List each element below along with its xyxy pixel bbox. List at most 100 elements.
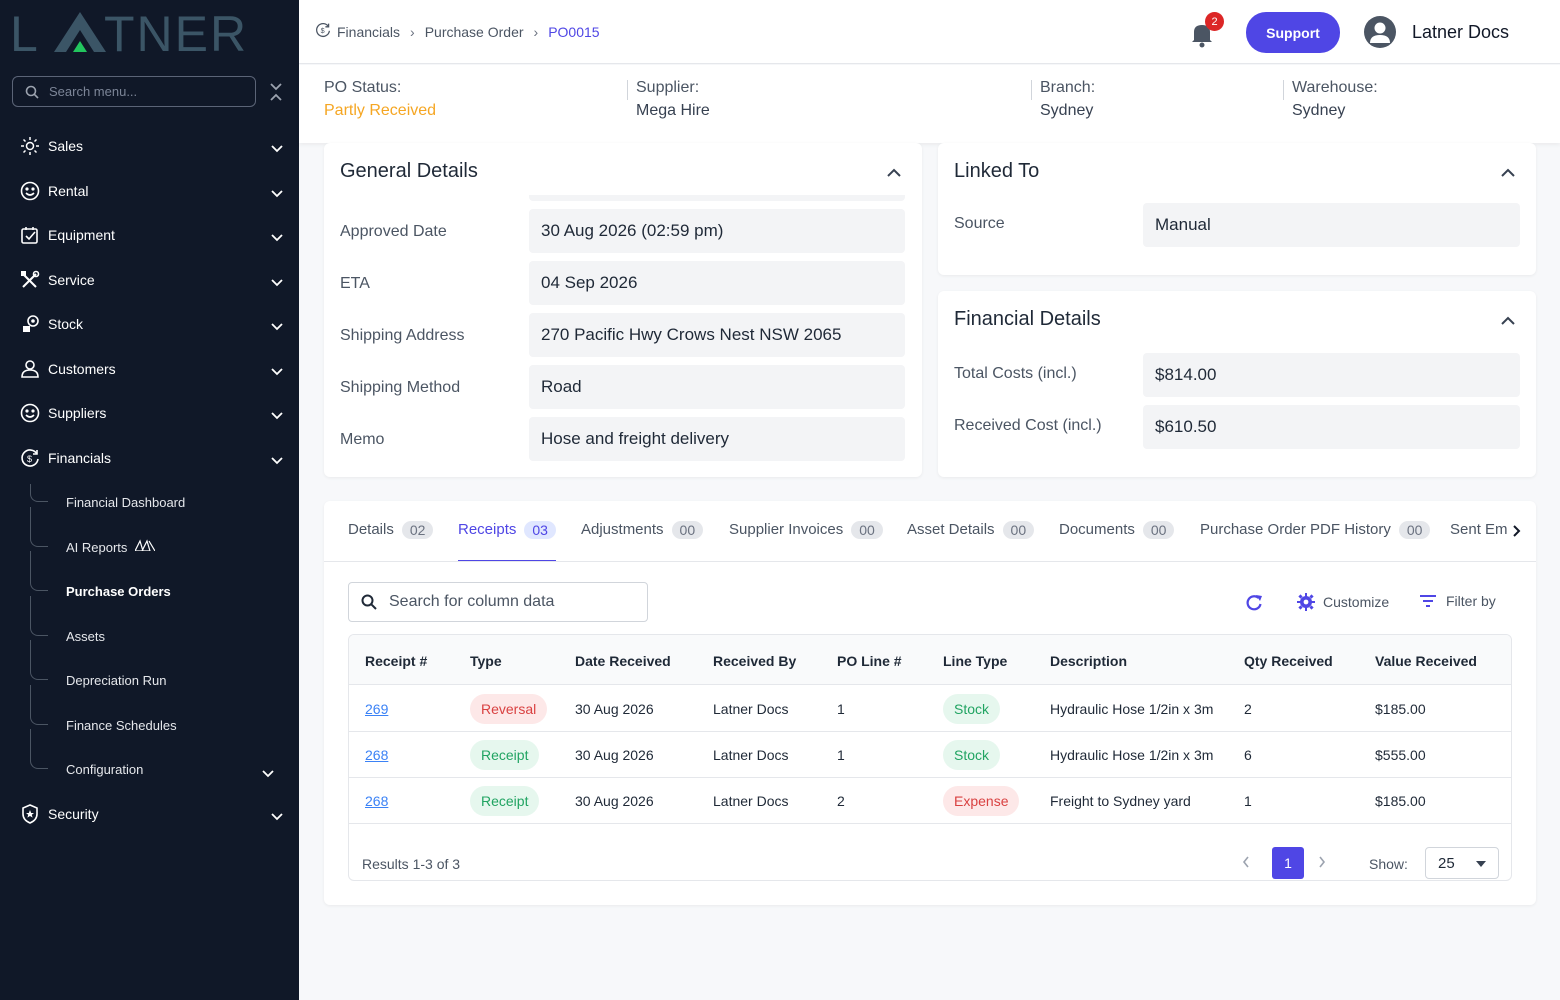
sidebar-item-suppliers[interactable]: Suppliers xyxy=(0,393,299,433)
column-header[interactable]: Line Type xyxy=(943,653,1008,669)
table-row: 268 Receipt 30 Aug 2026 Latner Docs 2 Ex… xyxy=(349,778,1511,824)
chevron-left-icon[interactable] xyxy=(1242,855,1250,873)
sidebar-subitem-purchase-orders[interactable]: Purchase Orders xyxy=(30,551,290,609)
sidebar-subitem-configuration[interactable]: Configuration xyxy=(30,729,290,787)
source-label: Source xyxy=(954,215,1005,232)
receipt-link[interactable]: 268 xyxy=(365,793,389,809)
svg-text:TNER: TNER xyxy=(104,10,248,54)
breadcrumb-purchase-order[interactable]: Purchase Order xyxy=(424,23,524,40)
tab-details[interactable]: Details 02 xyxy=(348,521,434,561)
support-button[interactable]: Support xyxy=(1246,12,1340,53)
sidebar-subitem-label: Finance Schedules xyxy=(66,717,177,733)
tree-branch xyxy=(30,729,48,769)
column-header[interactable]: Description xyxy=(1050,653,1128,669)
chevron-right-icon[interactable] xyxy=(1508,523,1524,539)
sidebar-item-security[interactable]: Security xyxy=(0,794,299,834)
sidebar-item-sales[interactable]: Sales xyxy=(0,126,299,166)
tab-label: Asset Details xyxy=(907,521,995,538)
chevron-right-icon[interactable] xyxy=(1318,855,1326,873)
received-by: Latner Docs xyxy=(713,793,789,809)
avatar[interactable] xyxy=(1364,16,1396,48)
tab-receipts[interactable]: Receipts 03 xyxy=(458,521,556,561)
sidebar-subitem-financial-dashboard[interactable]: Financial Dashboard xyxy=(30,484,290,520)
sidebar-subitem-ai-reports[interactable]: AI Reports xyxy=(30,507,290,565)
customize-button[interactable]: Customize xyxy=(1297,593,1389,611)
caret-down-icon xyxy=(1476,861,1486,867)
chevron-down-icon xyxy=(262,765,274,783)
type-badge: Receipt xyxy=(470,740,540,770)
sidebar-item-label: Sales xyxy=(48,138,84,154)
sales-icon xyxy=(20,136,40,156)
value-received: $185.00 xyxy=(1375,701,1426,717)
menu-search-input[interactable] xyxy=(49,84,229,99)
warehouse: Warehouse: Sydney xyxy=(1292,79,1378,120)
receipt-link[interactable]: 269 xyxy=(365,701,389,717)
chevron-right-icon: › xyxy=(410,23,415,40)
column-header[interactable]: PO Line # xyxy=(837,653,902,669)
tab-supplier-invoices[interactable]: Supplier Invoices 00 xyxy=(729,521,883,561)
approved-date-label: Approved Date xyxy=(340,223,447,240)
chevron-down-icon xyxy=(271,808,283,826)
refresh-icon[interactable] xyxy=(1244,593,1264,613)
service-icon xyxy=(20,270,40,290)
page-size-select[interactable]: 25 xyxy=(1425,847,1499,879)
table-header: Receipt # Type Date Received Received By… xyxy=(349,635,1511,685)
tab-label: Sent Ema xyxy=(1450,521,1516,538)
sidebar-subitem-finance-schedules[interactable]: Finance Schedules xyxy=(30,685,290,743)
sidebar-item-stock[interactable]: Stock xyxy=(0,304,299,344)
sidebar-item-service[interactable]: Service xyxy=(0,260,299,300)
filter-by-button[interactable]: Filter by xyxy=(1420,593,1496,609)
chevron-right-icon: › xyxy=(533,23,539,40)
bell-icon[interactable] xyxy=(1190,20,1214,48)
latner-logo[interactable]: L TNER xyxy=(10,10,280,54)
chevron-up-icon[interactable] xyxy=(887,165,901,177)
svg-text:$: $ xyxy=(321,26,325,35)
column-header[interactable]: Value Received xyxy=(1375,653,1477,669)
menu-search[interactable] xyxy=(12,76,256,107)
page-button[interactable]: 1 xyxy=(1272,847,1304,879)
column-search-input[interactable] xyxy=(389,593,629,611)
column-header[interactable]: Qty Received xyxy=(1244,653,1333,669)
column-header[interactable]: Type xyxy=(470,653,502,669)
tab-documents[interactable]: Documents 00 xyxy=(1059,521,1175,561)
chevron-up-icon[interactable] xyxy=(1501,165,1515,177)
table-row: 269 Reversal 30 Aug 2026 Latner Docs 1 S… xyxy=(349,686,1511,732)
search-icon xyxy=(25,85,39,99)
received-by: Latner Docs xyxy=(713,747,789,763)
user-icon xyxy=(20,359,40,379)
chevron-up-icon[interactable] xyxy=(1501,313,1515,325)
user-name[interactable]: Latner Docs xyxy=(1412,22,1510,42)
general-details-title: General Details xyxy=(340,160,478,182)
sidebar-item-financials[interactable]: $ Financials xyxy=(0,438,299,478)
column-search[interactable] xyxy=(348,582,648,622)
tree-branch xyxy=(30,551,48,591)
column-header[interactable]: Received By xyxy=(713,653,797,669)
chevron-down-icon xyxy=(271,452,283,470)
column-header[interactable]: Receipt # xyxy=(365,653,428,669)
type-badge: Receipt xyxy=(470,786,540,816)
tab-count: 00 xyxy=(851,521,883,539)
tab-po-pdf-history[interactable]: Purchase Order PDF History 00 xyxy=(1200,521,1431,561)
scrolled-field-edge xyxy=(529,195,905,201)
divider xyxy=(627,80,628,100)
column-header[interactable]: Date Received xyxy=(575,653,671,669)
tab-asset-details[interactable]: Asset Details 00 xyxy=(907,521,1035,561)
po-status-strip: PO Status: Partly Received Supplier: Meg… xyxy=(299,65,1560,143)
sidebar-item-customers[interactable]: Customers xyxy=(0,349,299,389)
sidebar-subitem-depreciation-run[interactable]: Depreciation Run xyxy=(30,640,290,698)
sidebar-item-equipment[interactable]: Equipment xyxy=(0,215,299,255)
receipt-link[interactable]: 268 xyxy=(365,747,389,763)
filter-icon xyxy=(1420,595,1436,607)
supplier: Supplier: Mega Hire xyxy=(636,79,710,120)
tab-sent-emails[interactable]: Sent Ema xyxy=(1450,521,1516,561)
tab-adjustments[interactable]: Adjustments 00 xyxy=(581,521,704,561)
collapse-sidebar-icon[interactable] xyxy=(268,82,284,102)
sidebar-subitem-label: Configuration xyxy=(66,761,144,777)
supplier-value: Mega Hire xyxy=(636,102,710,119)
sidebar-item-rental[interactable]: Rental xyxy=(0,171,299,211)
customize-label: Customize xyxy=(1323,594,1390,610)
breadcrumb-financials[interactable]: Financials xyxy=(337,23,401,40)
po-line: 1 xyxy=(837,701,845,717)
sidebar-subitem-assets[interactable]: Assets xyxy=(30,596,290,654)
equipment-icon xyxy=(20,225,40,245)
